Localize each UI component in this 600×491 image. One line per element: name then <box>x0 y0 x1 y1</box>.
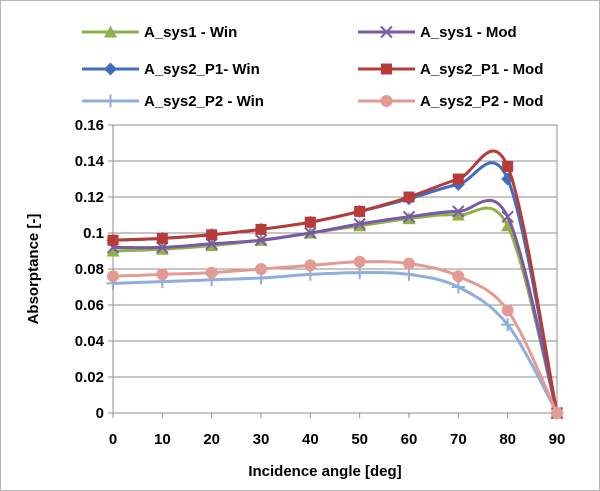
data-point <box>354 205 366 217</box>
data-point <box>353 255 366 268</box>
legend-label: A_sys2_P1- Win <box>144 61 260 78</box>
series-line <box>112 271 559 414</box>
legend-marker <box>104 62 117 76</box>
data-point <box>501 304 514 317</box>
data-point <box>107 270 119 283</box>
data-point <box>254 233 268 247</box>
x-tick-label: 20 <box>203 431 220 448</box>
data-point <box>107 234 119 246</box>
legend-entry: A_sys2_P1 - Mod <box>358 61 543 78</box>
legend-label: A_sys1 - Mod <box>420 24 517 41</box>
y-tick-label: 0.02 <box>75 369 104 386</box>
data-point <box>156 268 169 281</box>
legend-marker <box>381 63 392 75</box>
x-tick-label: 30 <box>253 431 270 448</box>
legend-label: A_sys2_P2 - Win <box>144 93 264 110</box>
data-point <box>551 407 563 419</box>
x-tick-label: 10 <box>154 431 171 448</box>
data-point <box>452 173 464 185</box>
x-tick-label: 40 <box>302 431 319 448</box>
data-point <box>353 266 367 280</box>
data-point <box>451 208 465 221</box>
data-point <box>353 217 366 231</box>
data-point <box>304 226 317 240</box>
y-tick-label: 0.04 <box>75 333 105 350</box>
legend-entry: A_sys1 - Mod <box>358 24 517 41</box>
data-point <box>403 191 415 203</box>
data-point <box>452 270 465 283</box>
legend: A_sys1 - Win A_sys1 - Mod A_sys2_P1- Win A_… <box>82 24 543 110</box>
data-point <box>501 318 515 332</box>
data-point <box>206 229 218 241</box>
x-axis-ticks: 0 10 20 30 40 50 60 70 80 90 <box>109 413 566 448</box>
y-tick-label: 0.14 <box>75 153 105 170</box>
legend-marker <box>380 25 393 39</box>
y-tick-label: 0.06 <box>75 297 104 314</box>
series-layer <box>106 149 564 420</box>
data-point <box>501 172 515 186</box>
data-point <box>502 160 514 172</box>
y-tick-label: 0.1 <box>83 225 104 242</box>
legend-entry: A_sys1 - Win <box>82 24 237 41</box>
x-tick-label: 80 <box>499 431 516 448</box>
series-line <box>112 260 559 414</box>
x-tick-label: 90 <box>549 431 566 448</box>
series-6 <box>107 255 563 419</box>
legend-entry: A_sys2_P2 - Win <box>82 93 264 110</box>
legend-label: A_sys2_P1 - Mod <box>420 61 543 78</box>
legend-label: A_sys2_P2 - Mod <box>420 93 543 110</box>
data-point <box>255 223 267 235</box>
data-point <box>106 244 120 257</box>
series-4 <box>107 149 563 419</box>
x-tick-label: 70 <box>450 431 467 448</box>
legend-marker <box>380 95 393 107</box>
legend-marker <box>104 94 117 108</box>
data-point <box>255 263 267 275</box>
y-tick-label: 0.12 <box>75 189 104 206</box>
data-point <box>451 280 465 294</box>
y-tick-label: 0.08 <box>75 261 104 278</box>
data-point <box>452 205 465 218</box>
data-point <box>402 267 416 281</box>
legend-label: A_sys1 - Win <box>144 24 237 41</box>
y-axis-ticks: 0 0.02 0.04 0.06 0.08 0.1 0.12 0.14 0.16 <box>75 117 113 422</box>
x-axis-title: Incidence angle [deg] <box>248 463 401 480</box>
data-point <box>304 216 316 228</box>
y-tick-label: 0 <box>96 405 104 422</box>
data-point <box>304 259 317 272</box>
y-tick-label: 0.16 <box>75 117 104 134</box>
y-axis-title: Absorptance [-] <box>25 214 42 325</box>
legend-marker <box>104 25 117 38</box>
legend-entry: A_sys2_P1- Win <box>82 61 260 78</box>
x-tick-label: 60 <box>401 431 418 448</box>
x-tick-label: 50 <box>351 431 368 448</box>
x-tick-label: 0 <box>109 431 117 448</box>
data-point <box>501 210 514 224</box>
data-point <box>402 210 416 224</box>
data-point <box>156 232 168 244</box>
data-point <box>205 266 218 279</box>
data-point <box>403 257 415 270</box>
legend-entry: A_sys2_P2 - Mod <box>358 93 543 110</box>
